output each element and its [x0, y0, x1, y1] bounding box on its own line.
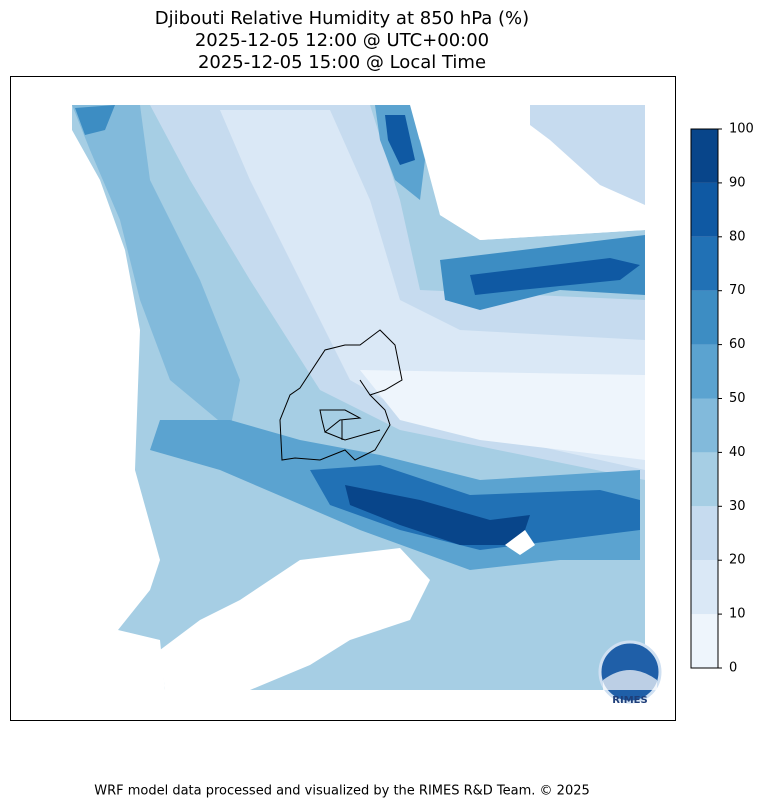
country-border [279, 329, 403, 461]
title-line: 2025-12-05 12:00 @ UTC+00:00 [195, 30, 489, 51]
colorbar-segment [691, 129, 718, 183]
colorbar-tick-label: 10 [729, 607, 746, 622]
title-line: 2025-12-05 15:00 @ Local Time [198, 52, 486, 73]
colorbar-tick-label: 60 [729, 337, 746, 352]
colorbar-tick-label: 40 [729, 445, 746, 460]
colorbar-tick-label: 50 [729, 391, 746, 406]
humidity-field [75, 105, 115, 135]
humidity-field [360, 370, 645, 460]
colorbar-segment [691, 614, 718, 668]
colorbar-segment [691, 452, 718, 507]
colorbar-tick-label: 100 [729, 122, 754, 137]
no-data [505, 530, 535, 555]
colorbar-tick-label: 0 [729, 661, 737, 676]
colorbar-segment [691, 506, 718, 561]
colorbar-segment [691, 182, 718, 237]
logo: RIMES [598, 640, 662, 706]
humidity-field [385, 115, 415, 165]
no-data [420, 105, 645, 240]
colorbar-segment [691, 398, 718, 453]
logo-wave [603, 670, 657, 690]
logo-text: RIMES [612, 695, 647, 706]
no-data [160, 548, 430, 690]
humidity-field [470, 258, 640, 295]
humidity-field [310, 465, 640, 550]
colorbar-segment [691, 236, 718, 291]
colorbar-tick-label: 30 [729, 499, 746, 514]
footer: WRF model data processed and visualized … [94, 784, 590, 799]
humidity-field [345, 485, 530, 545]
colorbar: 0 10 20 30 40 50 60 70 80 90 100 [690, 122, 754, 676]
map: RIMES [10, 76, 676, 721]
title-line: Djibouti Relative Humidity at 850 hPa (%… [155, 8, 529, 29]
colorbar-tick-label: 80 [729, 229, 746, 244]
colorbar-tick-label: 70 [729, 283, 746, 298]
colorbar-tick-label: 20 [729, 553, 746, 568]
colorbar-segment [691, 344, 718, 399]
humidity-field [530, 105, 645, 205]
colorbar-tick-label: 90 [729, 175, 746, 190]
colorbar-segment [691, 290, 718, 345]
colorbar-segment [691, 560, 718, 615]
humidity-field [72, 105, 240, 430]
